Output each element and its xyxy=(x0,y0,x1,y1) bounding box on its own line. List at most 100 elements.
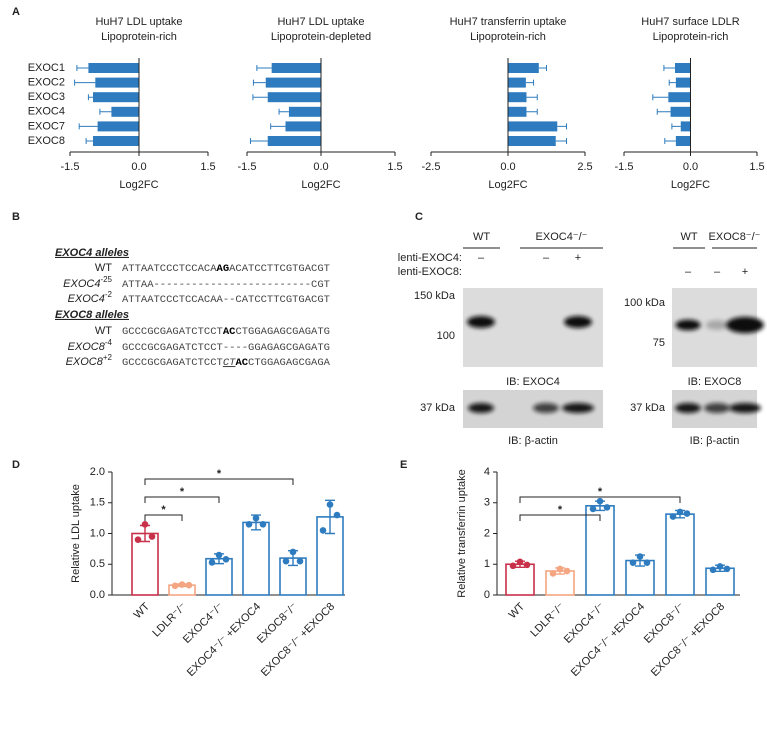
blot-band xyxy=(705,320,729,330)
data-point xyxy=(215,551,223,559)
data-point xyxy=(222,556,230,563)
blot-band xyxy=(467,316,495,328)
blot-band xyxy=(533,403,559,413)
x-tick-label: -1.5 xyxy=(238,161,257,173)
data-point xyxy=(185,581,193,589)
significance-label: * xyxy=(180,486,185,498)
data-point xyxy=(259,520,267,528)
allele-sequence: GCCCGCGAGATCTCCT----GGAGAGCGAGATG xyxy=(122,342,330,354)
data-point xyxy=(148,533,156,540)
bar xyxy=(680,121,691,132)
data-point xyxy=(523,561,531,569)
significance-bracket xyxy=(144,478,294,485)
y-tick-label: 2 xyxy=(484,527,490,539)
error-bar xyxy=(78,123,98,130)
allele-name-main: EXOC4 xyxy=(63,278,100,290)
sequence-segment: ACATCCTTCGTGACGT xyxy=(229,263,330,275)
allele-sequence: GCCCGCGAGATCTCCTCTACCTGGAGAGCGAGA xyxy=(122,357,331,369)
blot-antibody: IB: β-actin xyxy=(690,435,740,447)
treatment-sign: – xyxy=(685,266,692,278)
data-point xyxy=(171,582,179,590)
significance-bracket xyxy=(519,496,681,503)
sequence-segment: ATTAATCCCTCCACA xyxy=(122,263,217,275)
error-bar xyxy=(664,138,676,144)
treatment-sign: – xyxy=(714,266,721,278)
data-point xyxy=(319,527,327,534)
error-bar xyxy=(656,108,671,115)
data-point xyxy=(676,508,684,516)
significance-label: * xyxy=(161,504,166,516)
allele-name-main: WT xyxy=(95,325,112,337)
error-bar xyxy=(249,138,268,144)
category-label: EXOC3 xyxy=(28,91,65,103)
y-tick-label: 4 xyxy=(484,466,490,478)
bar xyxy=(665,513,695,596)
x-tick-label: 0.0 xyxy=(683,161,698,173)
y-tick-label: 1 xyxy=(484,558,490,570)
data-point xyxy=(636,553,644,560)
x-tick-label: -1.5 xyxy=(61,161,80,173)
x-tick-label: 1.5 xyxy=(200,161,215,173)
data-point xyxy=(134,536,142,543)
error-bar xyxy=(526,108,538,115)
data-point xyxy=(709,566,717,574)
data-point xyxy=(643,559,651,567)
chart-title: HuH7 LDL uptake xyxy=(277,16,364,28)
bar xyxy=(265,77,321,88)
chart-title: HuH7 LDL uptake xyxy=(95,16,182,28)
significance-bracket xyxy=(519,514,601,521)
bar xyxy=(288,106,321,117)
x-tick-label: EXOC8⁻/⁻ +EXOC8 xyxy=(649,601,727,679)
blot-band xyxy=(468,403,494,413)
treatment-label: lenti-EXOC8: xyxy=(398,266,462,278)
data-point xyxy=(723,565,731,573)
y-tick-label: 1.5 xyxy=(90,497,105,509)
data-point xyxy=(296,557,304,565)
sequence-segment: GCCCGCGAGATCTCCT xyxy=(122,357,223,369)
x-axis-label: Log2FC xyxy=(671,179,710,191)
x-tick-label: LDLR⁻/⁻ xyxy=(528,601,567,640)
sequence-segment: CTGGAGAGCGAGATG xyxy=(235,326,330,338)
x-tick-label: 0.0 xyxy=(500,161,515,173)
blot-antibody: IB: EXOC4 xyxy=(506,376,560,388)
blot-band xyxy=(704,403,730,413)
blot-band xyxy=(726,316,764,334)
marker-label: 150 kDa xyxy=(414,290,456,302)
panel-label: E xyxy=(400,459,407,471)
blot-antibody: IB: EXOC8 xyxy=(688,376,742,388)
y-tick-label: 3 xyxy=(484,497,490,509)
blot-band xyxy=(675,319,701,331)
y-axis-label: Relative transferrin uptake xyxy=(456,469,468,597)
significance-label: * xyxy=(558,504,563,516)
error-bar xyxy=(87,94,93,101)
data-point xyxy=(563,567,571,575)
y-tick-label: 2.0 xyxy=(90,466,105,478)
error-bar xyxy=(76,65,89,71)
bar xyxy=(93,92,139,103)
sequence-segment: CT xyxy=(223,357,236,369)
data-point xyxy=(509,562,517,570)
error-bar xyxy=(526,94,538,101)
group-label: WT xyxy=(473,231,490,243)
bar xyxy=(668,92,691,103)
allele-heading: EXOC8 alleles xyxy=(55,309,129,321)
significance-label: * xyxy=(598,486,603,498)
x-axis-label: Log2FC xyxy=(488,179,527,191)
treatment-sign: + xyxy=(742,266,748,278)
allele-name: WT xyxy=(95,262,112,274)
y-tick-label: 1.0 xyxy=(90,527,105,539)
blot-antibody: IB: β-actin xyxy=(508,435,558,447)
error-bar xyxy=(557,123,568,130)
blot-band xyxy=(675,403,701,413)
group-label: EXOC8⁻/⁻ xyxy=(709,231,761,243)
allele-name-main: EXOC4 xyxy=(68,293,105,305)
data-point xyxy=(282,557,290,565)
x-tick-label: -2.5 xyxy=(422,161,441,173)
sequence-segment: AC xyxy=(223,326,236,338)
chart-subtitle: Lipoprotein-rich xyxy=(101,31,177,43)
error-bar xyxy=(652,94,669,101)
x-tick-label: 0.0 xyxy=(131,161,146,173)
bar xyxy=(670,106,691,117)
error-bar xyxy=(85,138,93,144)
